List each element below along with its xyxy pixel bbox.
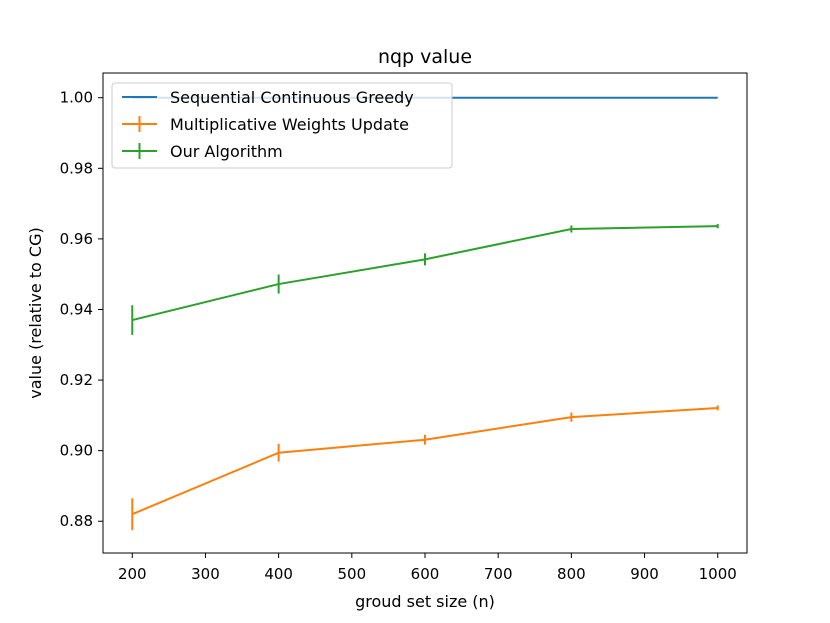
x-tick-label: 500: [337, 565, 366, 583]
x-axis-label: groud set size (n): [355, 592, 495, 611]
legend-label: Sequential Continuous Greedy: [170, 88, 414, 107]
y-tick-label: 0.96: [60, 230, 93, 248]
y-tick-label: 0.92: [60, 371, 93, 389]
y-tick-label: 0.90: [60, 442, 93, 460]
x-tick-label: 700: [484, 565, 513, 583]
y-tick-label: 1.00: [60, 89, 93, 107]
legend-label: Multiplicative Weights Update: [170, 115, 409, 134]
x-tick-label: 300: [191, 565, 220, 583]
y-tick-label: 0.88: [60, 512, 93, 530]
legend-box: [111, 82, 453, 169]
x-tick-label: 900: [630, 565, 659, 583]
series-line-2: [132, 225, 718, 322]
x-tick-label: 600: [411, 565, 440, 583]
x-tick-label: 400: [264, 565, 293, 583]
y-axis-label: value (relative to CG): [26, 227, 45, 398]
y-tick-label: 0.98: [60, 159, 93, 177]
legend-label: Our Algorithm: [170, 142, 283, 161]
x-tick-label: 800: [557, 565, 586, 583]
y-tick-label: 0.94: [60, 300, 93, 318]
x-tick-label: 200: [118, 565, 147, 583]
chart-title: nqp value: [378, 46, 472, 68]
series-line-1: [131, 406, 718, 516]
x-tick-label: 1000: [699, 565, 737, 583]
legend: Sequential Continuous Greedy Multiplicati…: [111, 82, 453, 169]
